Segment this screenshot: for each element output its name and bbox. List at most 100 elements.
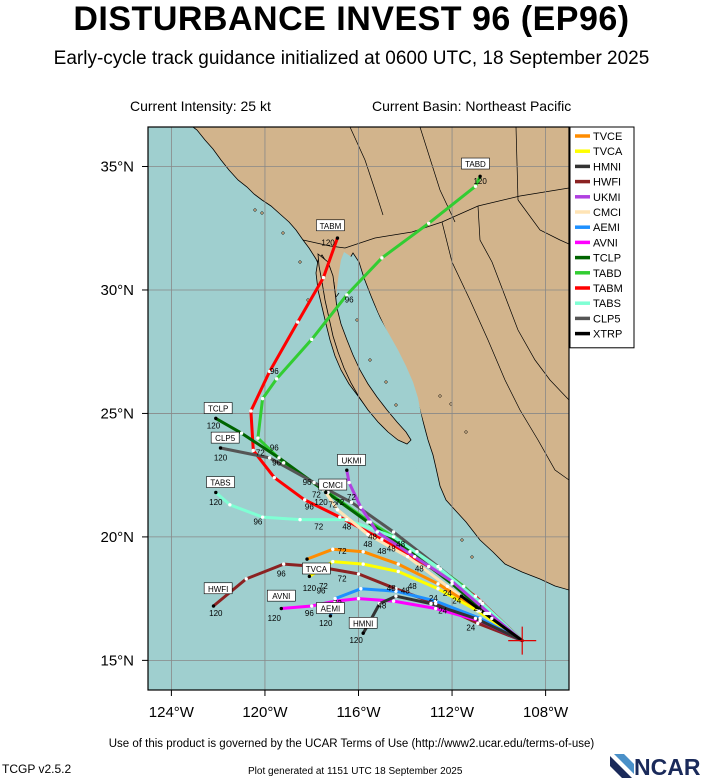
track-end-label: TABD	[465, 160, 486, 169]
track-point	[459, 594, 464, 598]
track-point	[349, 500, 354, 505]
state-border	[515, 127, 519, 201]
track-point	[324, 490, 328, 495]
forecast-hour-label: 48	[377, 547, 386, 556]
track-point	[214, 490, 218, 495]
island	[438, 394, 442, 398]
forecast-hour-label: 48	[401, 587, 410, 596]
track-point	[485, 611, 489, 616]
track-point	[272, 475, 276, 480]
track-point	[274, 377, 279, 381]
current-basin: Current Basin: Northeast Pacific	[372, 98, 572, 114]
forecast-hour-label: 120	[319, 619, 333, 628]
forecast-hour-label: 72	[314, 522, 323, 531]
track-point	[307, 574, 312, 579]
track-map: 9612096120721207212096481204872481204872…	[100, 126, 635, 721]
ncar-logo	[610, 754, 634, 778]
island	[253, 208, 257, 212]
track-point	[480, 601, 485, 606]
legend-label-hmni: HMNI	[593, 161, 621, 173]
generated-timestamp: Plot generated at 1151 UTC 18 September …	[248, 766, 463, 777]
legend-label-tabd: TABD	[593, 268, 622, 280]
forecast-hour-label: 120	[349, 636, 363, 645]
forecast-hour-label: 48	[363, 540, 372, 549]
track-point	[295, 320, 300, 324]
track-end-label: UKMI	[341, 456, 361, 465]
track-point	[478, 619, 482, 623]
track-point	[462, 584, 466, 588]
track-end-label: HWFI	[208, 585, 228, 594]
legend-label-xtrp: XTRP	[593, 329, 622, 341]
track-point	[361, 631, 365, 635]
track-point	[303, 498, 307, 502]
forecast-hour-label: 24	[473, 604, 482, 613]
track-point	[277, 456, 281, 460]
forecast-hour-label: 24	[452, 597, 461, 606]
track-end-label: AVNI	[272, 592, 290, 601]
page-subtitle: Early-cycle track guidance initialized a…	[53, 48, 650, 69]
track-point	[249, 409, 253, 413]
ncar-logo-text: NCAR	[634, 754, 701, 780]
forecast-hour-label: 96	[270, 443, 279, 452]
track-point	[239, 431, 244, 435]
track-point	[326, 490, 330, 495]
island	[355, 318, 359, 322]
forecast-hour-label: 48	[387, 545, 396, 554]
track-point	[361, 562, 365, 566]
track-point	[256, 436, 260, 440]
forecast-hour-label: 120	[214, 453, 228, 462]
track-point	[228, 503, 232, 507]
track-end-label: CMCI	[323, 481, 343, 490]
forecast-hour-label: 120	[473, 177, 487, 186]
forecast-hour-label: 48	[377, 602, 386, 611]
forecast-hour-label: 48	[387, 584, 396, 593]
forecast-hour-label: 72	[312, 490, 321, 499]
track-point	[433, 606, 438, 611]
island	[260, 211, 264, 215]
track-point	[405, 554, 410, 559]
track-point	[251, 448, 255, 453]
track-point	[436, 587, 440, 591]
track-point	[433, 599, 438, 603]
track-point	[487, 611, 492, 616]
forecast-hour-label: 96	[345, 295, 354, 304]
track-point	[347, 480, 351, 485]
legend-label-tvce: TVCE	[593, 131, 622, 143]
track-point	[359, 505, 363, 509]
lon-tick-label: 112°W	[430, 704, 475, 721]
track-point	[298, 517, 302, 522]
forecast-hour-label: 24	[443, 589, 452, 598]
forecast-hour-label: 120	[209, 498, 223, 507]
legend-label-hwfi: HWFI	[593, 177, 621, 189]
track-point	[391, 535, 396, 539]
track-point	[380, 537, 384, 542]
track-end-box	[302, 562, 331, 575]
track-end-label: AEMI	[321, 605, 341, 614]
island	[460, 538, 464, 542]
track-point	[377, 601, 382, 606]
track-end-box	[210, 431, 240, 444]
track-point	[218, 446, 223, 450]
track-point	[214, 416, 218, 421]
track-end-label: TABM	[320, 222, 342, 231]
track-point	[478, 174, 482, 179]
track-end-box	[316, 602, 345, 614]
track-point	[321, 275, 326, 280]
track-point	[345, 517, 349, 522]
track-end-label: HMNI	[353, 619, 373, 628]
track-point	[335, 236, 340, 240]
forecast-hour-label: 120	[268, 614, 282, 623]
track-point	[415, 550, 419, 554]
forecast-hour-label: 24	[429, 594, 438, 603]
state-border	[477, 205, 569, 401]
forecast-hour-label: 48	[408, 582, 417, 591]
forecast-hour-label: 48	[368, 532, 377, 541]
forecast-hour-label: 72	[256, 448, 265, 457]
current-intensity: Current Intensity: 25 kt	[130, 98, 271, 114]
track-point	[312, 480, 316, 485]
track-point	[473, 616, 478, 621]
state-border	[419, 127, 456, 223]
track-end-box	[203, 582, 233, 595]
track-end-box	[316, 219, 345, 232]
track-point	[433, 601, 438, 606]
